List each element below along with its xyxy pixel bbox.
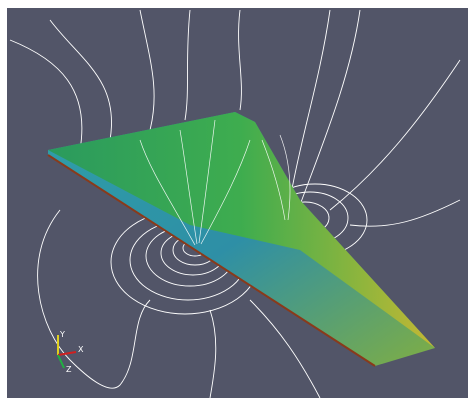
- x-axis: [57, 351, 77, 356]
- triad-label: X: [78, 345, 84, 354]
- wing-upper: [48, 112, 435, 348]
- wing-contours: [139, 119, 291, 246]
- trailing-edge: [47, 154, 376, 367]
- triad-label: Y: [59, 330, 65, 339]
- z-axis: [57, 354, 65, 369]
- triad-label: Z: [66, 365, 72, 374]
- axes-triad: Y X Z: [57, 330, 84, 374]
